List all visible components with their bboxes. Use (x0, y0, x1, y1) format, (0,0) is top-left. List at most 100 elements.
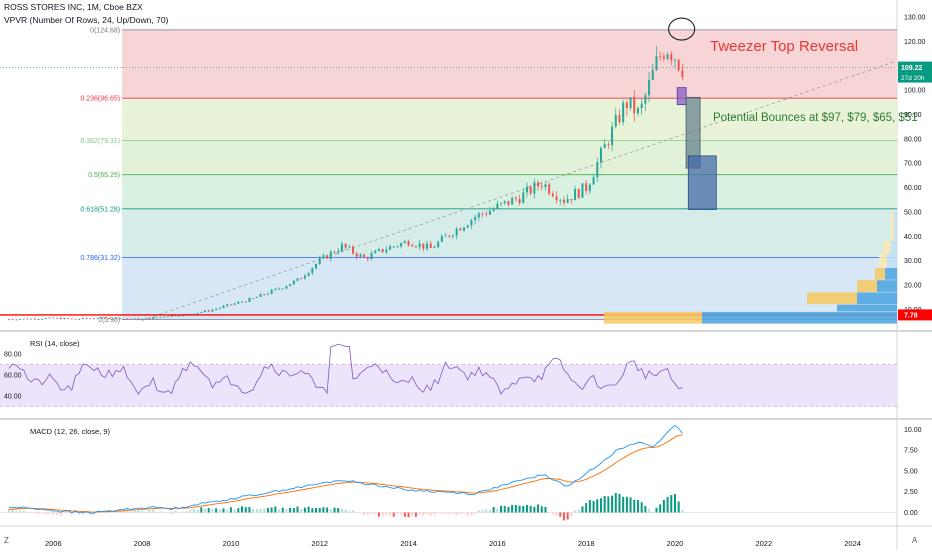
macd-histogram-bar (393, 513, 395, 517)
candle (522, 192, 524, 203)
candle (485, 214, 487, 215)
candle (681, 70, 683, 77)
candle (519, 199, 521, 203)
candle (433, 247, 435, 248)
candle (149, 318, 151, 319)
candle (441, 236, 443, 242)
candle (559, 200, 561, 201)
candle (319, 258, 321, 264)
candle (655, 56, 657, 70)
macd-histogram-bar (663, 500, 665, 513)
time-tick: 2020 (667, 539, 684, 548)
macd-histogram-bar (322, 507, 324, 512)
macd-histogram-bar (422, 513, 424, 516)
macd-histogram-bar (519, 506, 521, 513)
candle (248, 298, 250, 302)
candle (315, 264, 317, 268)
macd-histogram-bar (670, 495, 672, 512)
macd-histogram-bar (226, 509, 228, 512)
vpvr-bar-down (877, 280, 897, 292)
macd-histogram-bar (641, 502, 643, 512)
macd-histogram-bar (404, 513, 406, 517)
macd-histogram-bar (263, 509, 265, 513)
candle (256, 297, 258, 298)
candle (593, 177, 595, 184)
macd-histogram-bar (356, 513, 358, 514)
candle (234, 303, 236, 304)
macd-histogram-bar (274, 506, 276, 512)
macd-histogram-bar (563, 513, 565, 521)
candle (141, 319, 143, 320)
macd-histogram-bar (371, 513, 373, 514)
macd-histogram-bar (171, 513, 173, 515)
candle (581, 183, 583, 197)
macd-tick: 5.00 (904, 468, 918, 475)
macd-histogram-bar (500, 506, 502, 513)
candle (385, 250, 387, 252)
macd-histogram-bar (667, 497, 669, 513)
candle (641, 104, 643, 108)
candle (678, 60, 680, 70)
candle (393, 246, 395, 247)
macd-histogram-bar (252, 509, 254, 513)
price-tick: 120.00 (904, 39, 926, 46)
candle (404, 241, 406, 243)
candle (104, 317, 106, 318)
fib-level-label: 0.618(51.28) (80, 206, 120, 213)
candle (352, 247, 354, 254)
candle (470, 220, 472, 225)
fib-band (122, 140, 897, 174)
macd-histogram-bar (411, 513, 413, 516)
macd-histogram-bar (678, 501, 680, 512)
candle (415, 246, 417, 247)
macd-histogram-bar (630, 497, 632, 512)
macd-histogram-bar (433, 513, 435, 516)
macd-histogram-bar (474, 513, 476, 515)
candle (345, 244, 347, 248)
zoom-button[interactable]: Z (4, 536, 9, 545)
candle (52, 318, 54, 319)
macd-histogram-bar (52, 513, 54, 516)
candle (563, 200, 565, 203)
candle (41, 319, 43, 320)
macd-histogram-bar (567, 513, 569, 520)
candle (63, 318, 65, 319)
macd-tick: 2.50 (904, 489, 918, 496)
candle (134, 319, 136, 320)
candle (644, 95, 646, 103)
candle (382, 249, 384, 252)
macd-histogram-bar (204, 509, 206, 513)
vpvr-legend[interactable]: VPVR (Number Of Rows, 24, Up/Down, 70) (4, 15, 168, 25)
macd-histogram-bar (363, 513, 365, 516)
candle (604, 144, 606, 148)
macd-histogram-bar (485, 509, 487, 512)
macd-histogram-bar (186, 511, 188, 512)
candle (611, 127, 613, 146)
last-price-text: 109.22 (901, 65, 923, 72)
candle (171, 315, 173, 316)
candle (37, 319, 39, 320)
candle (230, 304, 232, 305)
macd-histogram-bar (8, 510, 10, 513)
macd-histogram-bar (211, 508, 213, 512)
macd-histogram-bar (589, 500, 591, 512)
macd-histogram-bar (441, 513, 443, 514)
macd-histogram-bar (182, 511, 184, 512)
macd-histogram-bar (74, 513, 76, 514)
candle (467, 226, 469, 228)
candle (215, 309, 217, 310)
macd-histogram-bar (308, 507, 310, 513)
rsi-band (0, 365, 897, 407)
macd-histogram-bar (459, 513, 461, 514)
macd-histogram-bar (544, 507, 546, 513)
time-tick: 2012 (311, 539, 328, 548)
macd-histogram-bar (448, 513, 450, 515)
auto-scale-button[interactable]: A (912, 536, 917, 545)
candle (341, 244, 343, 251)
candle (478, 213, 480, 217)
candle (263, 294, 265, 295)
candle (89, 318, 91, 319)
macd-histogram-bar (134, 510, 136, 512)
